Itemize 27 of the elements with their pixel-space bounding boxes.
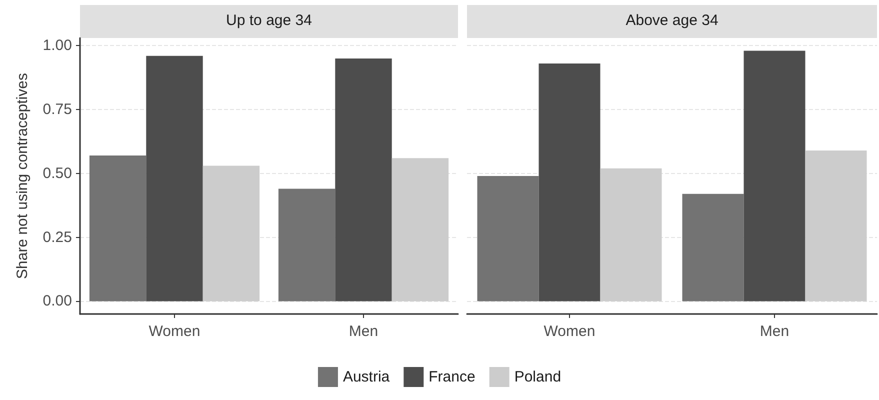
- bar: [805, 150, 867, 302]
- y-tick-label: 0.50: [42, 164, 72, 182]
- chart-title: Up to age 34: [226, 12, 312, 29]
- bar: [89, 156, 146, 302]
- bar: [477, 176, 539, 302]
- x-tick-label: Women: [148, 323, 200, 340]
- bar: [744, 50, 806, 302]
- x-tick-label: Men: [348, 323, 378, 340]
- legend-label: Austria: [342, 368, 390, 386]
- chart-title: Above age 34: [626, 12, 718, 29]
- y-tick-label: 0.25: [42, 228, 72, 246]
- bar: [278, 188, 336, 302]
- x-tick-label: Men: [760, 323, 790, 340]
- y-axis-title: Share not using contraceptives: [14, 73, 31, 279]
- legend-label: Poland: [514, 368, 562, 386]
- y-tick-label: 0.00: [42, 292, 72, 310]
- bar: [682, 194, 744, 302]
- bar: [600, 168, 662, 302]
- y-tick-label: 0.75: [42, 101, 72, 118]
- y-tick-label: 1.00: [42, 37, 72, 54]
- bar: [538, 64, 600, 302]
- bar: [202, 166, 260, 302]
- legend-label: France: [428, 368, 476, 386]
- bar: [146, 56, 203, 302]
- x-tick-label: Women: [544, 323, 596, 340]
- bar: [392, 158, 449, 302]
- bar: [335, 58, 392, 302]
